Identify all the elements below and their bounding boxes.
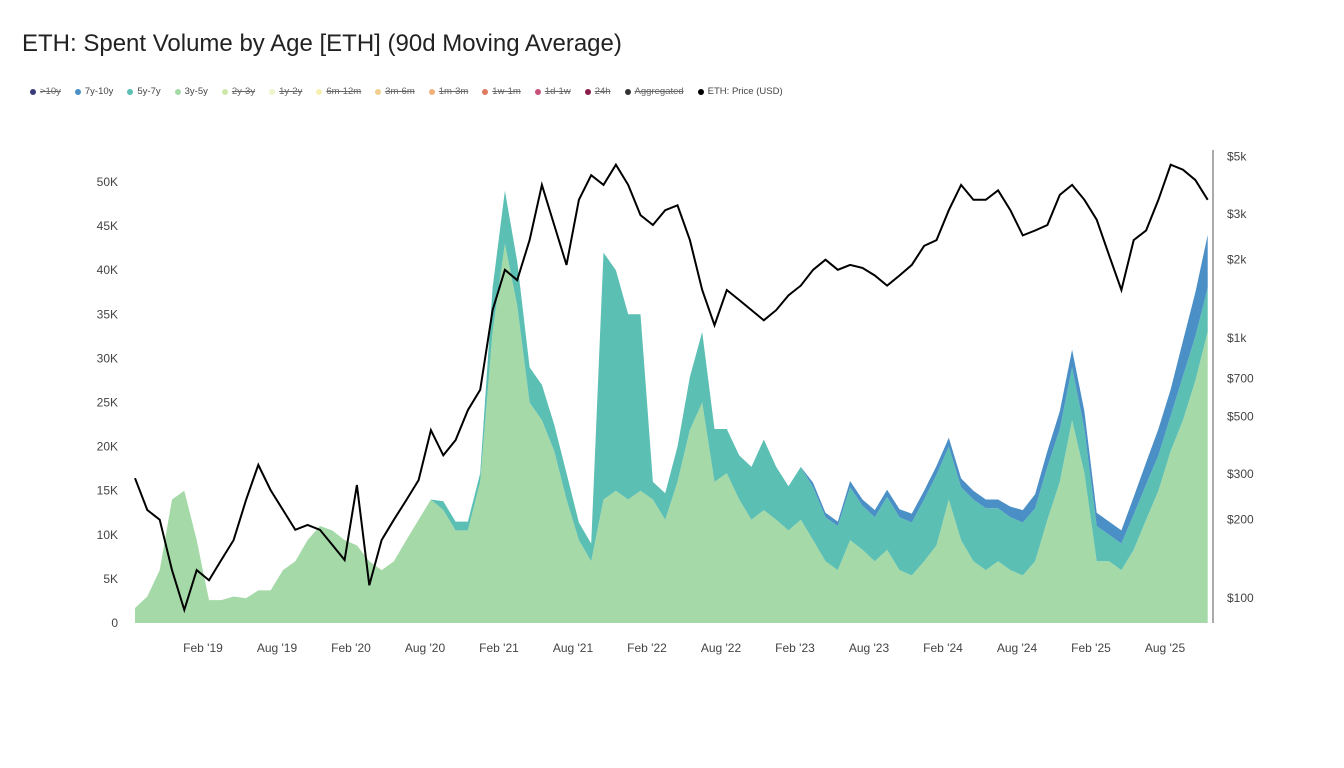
legend-item[interactable]: 3y-5y	[174, 86, 208, 97]
area-5y-7y	[135, 190, 1208, 609]
legend-item[interactable]: 3m-6m	[375, 86, 415, 97]
y-left-tick-label: 10K	[97, 528, 118, 542]
legend-label: 3m-6m	[385, 86, 415, 97]
legend-label: 1d-1w	[544, 86, 571, 97]
area-3y-5y	[135, 243, 1208, 623]
legend-label: 5y-7y	[137, 86, 161, 97]
legend: >10y 7y-10y 5y-7y 3y-5y 2y-3y 1y-2y 6m-12m 3m-6…	[30, 86, 783, 97]
legend-item[interactable]: Aggregated	[624, 86, 684, 97]
legend-item[interactable]: 7y-10y	[74, 86, 114, 97]
y-right-tick-label: $2k	[1227, 253, 1247, 267]
x-tick-label: Aug '21	[553, 641, 594, 655]
x-tick-label: Feb '21	[479, 641, 519, 655]
legend-label: 24h	[594, 86, 611, 97]
y-left-tick-label: 50K	[97, 175, 118, 189]
legend-item[interactable]: 5y-7y	[127, 86, 161, 97]
legend-label: 6m-12m	[326, 86, 362, 97]
y-left-tick-label: 25K	[97, 396, 118, 410]
y-right-tick-label: $700	[1227, 371, 1254, 385]
legend-label: >10y	[40, 86, 61, 97]
y-right-tick-label: $200	[1227, 513, 1254, 527]
x-tick-label: Aug '22	[701, 641, 742, 655]
legend-label: 1y-2y	[279, 86, 303, 97]
legend-item[interactable]: 1w-1m	[482, 86, 521, 97]
legend-dot-icon	[428, 88, 435, 95]
y-right-tick-label: $300	[1227, 467, 1254, 481]
legend-dot-icon	[624, 88, 631, 95]
legend-dot-icon	[221, 88, 228, 95]
x-tick-label: Aug '24	[997, 641, 1038, 655]
y-right-tick-label: $500	[1227, 409, 1254, 423]
legend-dot-icon	[534, 88, 541, 95]
legend-dot-icon	[174, 88, 181, 95]
y-right-tick-label: $100	[1227, 591, 1254, 605]
y-left-tick-label: 40K	[97, 263, 118, 277]
legend-label: Aggregated	[634, 86, 684, 97]
price-line	[134, 162, 1209, 614]
legend-dot-icon	[316, 88, 323, 95]
y-left-tick-label: 45K	[97, 219, 118, 233]
legend-dot-icon	[375, 88, 382, 95]
legend-item[interactable]: 1m-3m	[428, 86, 469, 97]
legend-dot-icon	[30, 88, 36, 95]
x-tick-label: Feb '20	[331, 641, 371, 655]
x-tick-label: Aug '25	[1145, 641, 1186, 655]
legend-item[interactable]: >10y	[30, 86, 61, 97]
y-left-tick-label: 5K	[103, 572, 118, 586]
x-tick-label: Aug '20	[405, 641, 446, 655]
legend-label: 2y-3y	[231, 86, 256, 97]
y-left-tick-label: 35K	[97, 307, 118, 321]
y-right-tick-label: $3k	[1227, 207, 1247, 221]
legend-item[interactable]: 2y-3y	[221, 86, 256, 97]
x-tick-label: Feb '23	[775, 641, 815, 655]
legend-label: 1w-1m	[492, 86, 521, 97]
legend-dot-icon	[74, 88, 81, 95]
legend-dot-icon	[127, 88, 134, 95]
legend-item[interactable]: 24h	[584, 86, 611, 97]
x-tick-label: Aug '19	[257, 641, 298, 655]
legend-label: 3y-5y	[184, 86, 208, 97]
y-right-tick-label: $1k	[1227, 331, 1247, 345]
legend-label: ETH: Price (USD)	[707, 86, 783, 97]
legend-item[interactable]: 6m-12m	[316, 86, 361, 97]
legend-dot-icon	[697, 88, 704, 95]
y-left-tick-label: 30K	[97, 351, 118, 365]
legend-item[interactable]: ETH: Price (USD)	[697, 86, 783, 97]
y-left-tick-label: 20K	[97, 440, 118, 454]
y-left-tick-label: 0	[111, 616, 118, 630]
legend-item[interactable]: 1y-2y	[269, 86, 302, 97]
legend-dot-icon	[482, 88, 489, 95]
legend-label: 1m-3m	[438, 86, 469, 97]
y-right-tick-label: $5k	[1227, 149, 1247, 163]
x-tick-label: Feb '19	[183, 641, 223, 655]
x-tick-label: Feb '25	[1071, 641, 1111, 655]
legend-dot-icon	[269, 88, 276, 95]
legend-item[interactable]: 1d-1w	[534, 86, 571, 97]
x-tick-label: Feb '24	[923, 641, 963, 655]
legend-dot-icon	[584, 88, 591, 95]
x-tick-label: Aug '23	[849, 641, 890, 655]
x-tick-label: Feb '22	[627, 641, 667, 655]
legend-label: 7y-10y	[84, 86, 114, 97]
chart-title: ETH: Spent Volume by Age [ETH] (90d Movi…	[22, 30, 622, 57]
y-left-tick-label: 15K	[97, 484, 118, 498]
